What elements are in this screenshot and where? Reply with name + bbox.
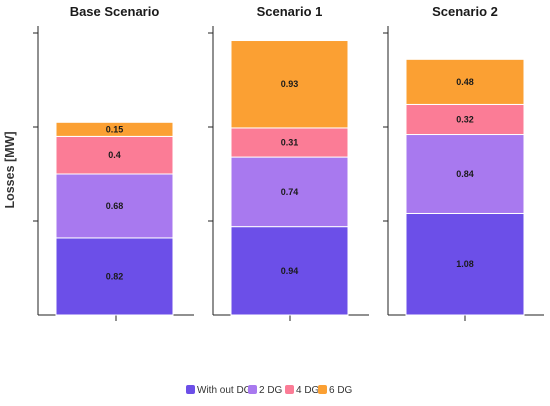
bar-segment: [405, 58, 525, 105]
data-label: 0.94: [281, 266, 299, 276]
y-axis-label: Losses [MW]: [3, 131, 17, 208]
data-label: 0.15: [106, 124, 124, 134]
legend-swatch: [186, 385, 195, 394]
bar-segment: [230, 40, 349, 129]
data-label: 0.68: [106, 201, 124, 211]
data-label: 0.84: [456, 169, 474, 179]
legend-label: 2 DG: [259, 385, 283, 396]
legend-label: 4 DG: [296, 385, 320, 396]
bar-segment: [55, 121, 174, 137]
bar-segment: [405, 134, 525, 214]
bar-segment: [405, 103, 525, 136]
data-label: 0.93: [281, 79, 299, 89]
legend-swatch: [248, 385, 257, 394]
legend-swatch: [285, 385, 294, 394]
data-label: 0.32: [456, 114, 474, 124]
data-label: 0.31: [281, 138, 299, 148]
data-label: 0.82: [106, 271, 124, 281]
panel-title: Base Scenario: [70, 4, 160, 19]
bar-segment: [230, 127, 349, 158]
panel-title: Scenario 2: [432, 4, 498, 19]
data-label: 1.08: [456, 259, 474, 269]
data-label: 0.48: [456, 77, 474, 87]
legend-label: With out DG: [197, 385, 252, 396]
bar-segment: [230, 156, 349, 228]
bar-segment: [405, 212, 525, 316]
legend-label: 6 DG: [329, 385, 353, 396]
legend-swatch: [318, 385, 327, 394]
panel-title: Scenario 1: [257, 4, 323, 19]
data-label: 0.74: [281, 187, 299, 197]
data-label: 0.4: [108, 150, 121, 160]
